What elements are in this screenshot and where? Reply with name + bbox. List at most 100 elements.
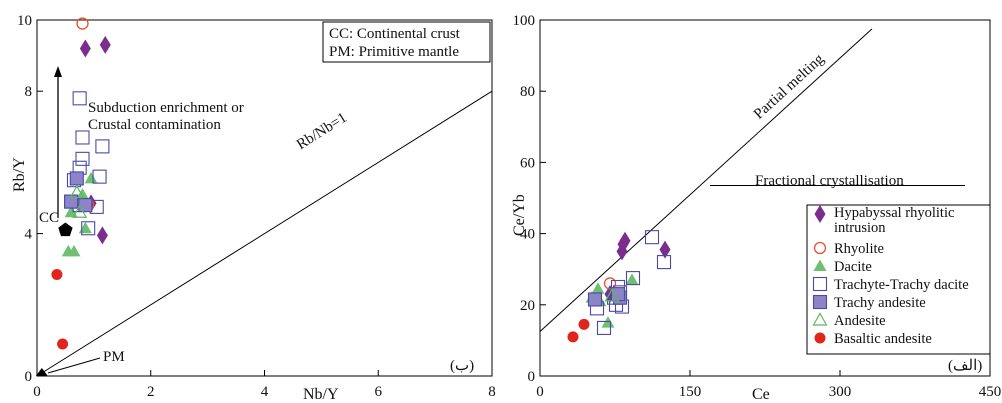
legend-pm-text: PM: Primitive mantle bbox=[329, 44, 459, 60]
pm-label: PM bbox=[103, 349, 125, 365]
cc-marker bbox=[58, 222, 73, 237]
left-point-hypabyssal bbox=[79, 39, 91, 58]
fractional-crystallisation-label: Fractional crystallisation bbox=[755, 173, 904, 189]
left-point-dacite bbox=[84, 171, 98, 184]
right-point-trachyte bbox=[625, 271, 641, 286]
left-x-tick-label: 2 bbox=[147, 384, 155, 400]
left-point-basaltic bbox=[51, 269, 63, 281]
legend-marker-basaltic bbox=[814, 332, 826, 344]
left-x-tick-label: 0 bbox=[33, 384, 41, 400]
right-point-basaltic bbox=[578, 318, 590, 330]
left-point-dacite bbox=[78, 221, 92, 234]
right-x-axis-label: Ce bbox=[752, 386, 770, 403]
legend-label-andesite: Andesite bbox=[834, 313, 886, 329]
arrow-note-line2: Crustal contamination bbox=[88, 117, 221, 133]
legend-marker-trachy_andesite bbox=[812, 294, 828, 310]
left-point-dacite bbox=[67, 244, 81, 257]
left-y-tick-label: 4 bbox=[25, 227, 33, 243]
left-point-trachyte bbox=[75, 130, 90, 145]
rb-nb-line-label: Rb/Nb=1 bbox=[294, 110, 350, 153]
right-y-tick-label: 100 bbox=[513, 13, 536, 29]
right-data-points bbox=[567, 230, 672, 343]
right-x-tick-label: 300 bbox=[829, 384, 852, 400]
trend-lines bbox=[539, 28, 965, 332]
left-y-axis-label: Rb/Y bbox=[11, 157, 28, 192]
left-panel-tag: (ب) bbox=[450, 358, 474, 374]
right-y-tick-label: 80 bbox=[520, 84, 535, 100]
left-point-andesite bbox=[69, 184, 85, 199]
legend-label-hypabyssal-line2: intrusion bbox=[834, 220, 886, 236]
pm-marker bbox=[35, 368, 48, 376]
right-panel-tag: (الف) bbox=[948, 358, 982, 374]
left-point-dacite bbox=[76, 187, 89, 200]
left-data-points bbox=[35, 17, 111, 376]
legend-label-trachy_andesite: Trachy andesite bbox=[834, 295, 926, 311]
right-ticks: 0 150 300 450 0 20 40 60 80 100 bbox=[513, 13, 1002, 400]
right-point-trachy_andesite bbox=[610, 287, 626, 302]
legend-cc-text: CC: Continental crust bbox=[329, 26, 461, 42]
left-point-trachyte bbox=[72, 91, 87, 106]
right-point-andesite bbox=[604, 288, 620, 302]
legend-label-dacite: Dacite bbox=[834, 259, 872, 275]
left-point-trachy_andesite bbox=[78, 198, 93, 213]
partial-melting-label: Partial melting bbox=[751, 51, 828, 123]
left-y-tick-label: 0 bbox=[25, 369, 33, 385]
right-point-basaltic bbox=[567, 331, 579, 343]
left-point-trachy_andesite bbox=[69, 171, 84, 186]
left-point-hypabyssal bbox=[99, 35, 111, 54]
right-point-dacite bbox=[625, 273, 639, 285]
right-point-hypabyssal bbox=[659, 240, 671, 259]
right-x-tick-label: 0 bbox=[536, 384, 544, 400]
right-x-tick-label: 450 bbox=[979, 384, 1002, 400]
left-point-trachyte bbox=[81, 221, 96, 236]
left-x-tick-label: 8 bbox=[488, 384, 496, 400]
right-point-hypabyssal bbox=[616, 242, 628, 261]
rb-nb-line bbox=[36, 90, 493, 377]
left-point-trachyte bbox=[95, 139, 110, 154]
left-y-tick-label: 8 bbox=[25, 84, 33, 100]
pm-leader-line bbox=[47, 357, 101, 374]
legend-label-hypabyssal: Hypabyssal rhyolitic bbox=[834, 205, 954, 221]
legend-marker-andesite bbox=[812, 312, 828, 326]
right-panel: Partial melting Fractional crystallisati… bbox=[511, 13, 1001, 403]
right-point-trachyte bbox=[644, 230, 660, 245]
left-point-rhyolite bbox=[76, 17, 89, 30]
right-y-tick-label: 20 bbox=[520, 298, 535, 314]
legend-marker-dacite bbox=[813, 259, 827, 271]
right-point-trachyte bbox=[656, 255, 672, 270]
left-x-tick-label: 4 bbox=[261, 384, 269, 400]
right-y-axis-label: Ce/Yb bbox=[511, 194, 528, 236]
left-x-axis-label: Nb/Y bbox=[303, 386, 339, 403]
left-y-tick-label: 10 bbox=[17, 13, 32, 29]
rb-nb-reference-line bbox=[36, 90, 493, 377]
left-point-trachyte bbox=[75, 151, 90, 166]
legend-label-basaltic: Basaltic andesite bbox=[834, 331, 932, 347]
right-point-trachy_andesite bbox=[587, 292, 603, 307]
left-panel: Rb/Nb=1 0 2 4 6 8 0 4 8 10 Nb/Y Rb/Y (ب) CC: Con… bbox=[11, 13, 496, 403]
cc-label: CC bbox=[39, 210, 59, 226]
left-plot-frame bbox=[36, 19, 493, 377]
right-y-tick-label: 40 bbox=[520, 227, 535, 243]
left-point-andesite bbox=[72, 204, 88, 218]
right-y-tick-label: 0 bbox=[528, 369, 536, 385]
arrow-note-line1: Subduction enrichment or bbox=[88, 100, 244, 116]
legend-box-abbrev: CC: Continental crust PM: Primitive mant… bbox=[322, 21, 491, 63]
right-point-rhyolite bbox=[603, 277, 617, 290]
right-point-trachyte bbox=[596, 320, 612, 335]
legend-label-trachyte: Trachyte-Trachy dacite bbox=[834, 277, 969, 293]
left-x-tick-label: 6 bbox=[375, 384, 383, 400]
left-point-basaltic bbox=[57, 338, 69, 350]
left-point-trachyte bbox=[92, 169, 107, 184]
right-plot-frame bbox=[539, 19, 991, 377]
partial-melting-line bbox=[539, 28, 873, 332]
legend-label-rhyolite: Rhyolite bbox=[834, 241, 884, 257]
left-ticks: 0 2 4 6 8 0 4 8 10 bbox=[17, 13, 496, 400]
right-point-dacite bbox=[591, 282, 605, 294]
right-y-tick-label: 60 bbox=[520, 155, 535, 171]
right-x-tick-label: 150 bbox=[679, 384, 702, 400]
left-point-hypabyssal bbox=[96, 226, 108, 245]
enrichment-arrow bbox=[54, 66, 62, 218]
